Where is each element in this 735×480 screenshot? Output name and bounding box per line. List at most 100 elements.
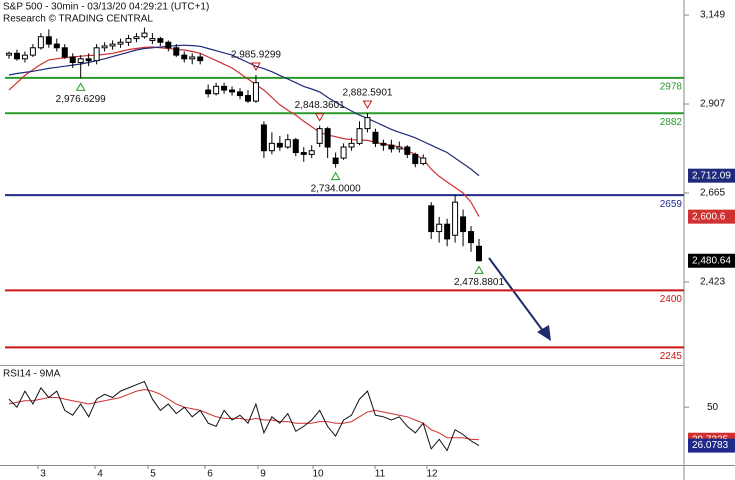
x-tick-label: 10 xyxy=(312,469,324,480)
low-marker xyxy=(474,265,484,274)
candle-body xyxy=(45,36,52,45)
x-tick-label: 4 xyxy=(97,469,103,480)
low-marker xyxy=(330,171,341,181)
last-value-box xyxy=(688,438,735,453)
candle-body xyxy=(93,47,100,62)
candle-body xyxy=(460,216,467,233)
rsi-title: RSI14 - 9MA xyxy=(3,369,61,380)
level-label: 2882 xyxy=(660,117,683,128)
candle-body xyxy=(85,58,92,62)
y-tick-label: 2,907 xyxy=(700,99,725,110)
candle-body xyxy=(396,146,403,150)
forecast-arrow xyxy=(488,257,551,341)
candle-body xyxy=(300,152,307,155)
rsi-y-tick-label: 50 xyxy=(707,402,719,413)
high-marker xyxy=(251,62,261,72)
candle-body xyxy=(284,139,291,148)
candle-body xyxy=(436,223,443,233)
candle-body xyxy=(412,153,419,165)
x-tick-label: 3 xyxy=(40,469,46,480)
candle-body xyxy=(197,56,204,62)
candle-body xyxy=(364,117,371,130)
last-value-box xyxy=(688,168,735,183)
level-label: 2659 xyxy=(660,199,683,210)
candle-body xyxy=(69,56,76,63)
y-tick-label: 3,149 xyxy=(700,10,725,21)
candle-body xyxy=(316,128,323,144)
candle-body xyxy=(149,38,156,41)
x-tick-label: 12 xyxy=(426,469,438,480)
level-label: 2245 xyxy=(660,351,683,362)
candle-body xyxy=(420,157,427,165)
low-marker xyxy=(75,82,86,91)
high-label: 2,882.5901 xyxy=(342,88,392,99)
candle-body xyxy=(141,32,148,38)
low-label: 2,734.0000 xyxy=(311,183,361,194)
x-tick-label: 9 xyxy=(260,469,266,480)
low-label: 2,478.8801 xyxy=(454,277,504,288)
candle-body xyxy=(404,146,411,155)
rsi-line xyxy=(8,380,480,452)
last-value-box xyxy=(688,209,735,224)
candle-body xyxy=(244,95,251,102)
candle-body xyxy=(308,150,315,155)
candle-body xyxy=(452,201,459,236)
candle-body xyxy=(332,157,339,165)
candle-body xyxy=(165,41,172,49)
candle-body xyxy=(29,47,36,56)
candle-body xyxy=(6,52,12,56)
candle-body xyxy=(205,89,212,95)
candle-body xyxy=(117,41,124,45)
chart-title: S&P 500 - 30min - 03/13/20 04:29:21 (UTC… xyxy=(3,2,209,13)
candle-body xyxy=(468,231,475,244)
x-tick-label: 6 xyxy=(207,469,213,480)
candle-body xyxy=(37,36,44,49)
last-value-box xyxy=(688,253,735,268)
candle-body xyxy=(109,43,116,47)
candle-body xyxy=(260,124,267,152)
candle-body xyxy=(372,131,379,144)
candle-body xyxy=(173,47,180,56)
candle-body xyxy=(213,85,220,95)
x-tick-label: 11 xyxy=(375,469,386,480)
last-value-label: 2,480.64 xyxy=(692,255,731,266)
last-value-label: 2,600.6 xyxy=(692,211,726,222)
chart-subtitle: Research © TRADING CENTRAL xyxy=(3,14,153,25)
candle-body xyxy=(380,142,387,146)
moving-average xyxy=(8,44,480,177)
candle-body xyxy=(428,205,435,233)
candle-body xyxy=(189,56,196,60)
low-label: 2,976.6299 xyxy=(56,94,106,105)
candle-body xyxy=(133,36,140,40)
candle-body xyxy=(237,91,244,97)
candle-body xyxy=(101,45,108,49)
high-label: 2,848.3601 xyxy=(295,100,345,111)
candle-body xyxy=(125,38,132,43)
candle-body xyxy=(53,43,60,49)
level-label: 2978 xyxy=(660,82,683,93)
high-label: 2,985.9299 xyxy=(231,50,281,61)
candle-body xyxy=(340,146,347,159)
candle-body xyxy=(181,54,188,60)
y-tick-label: 2,665 xyxy=(700,188,725,199)
high-marker xyxy=(362,100,373,110)
y-tick-label: 2,423 xyxy=(700,277,725,288)
candle-body xyxy=(77,58,84,63)
x-tick-label: 5 xyxy=(150,469,156,480)
candle-body xyxy=(444,223,451,240)
candle-body xyxy=(348,142,355,148)
candle-body xyxy=(13,52,20,60)
candle-body xyxy=(21,54,28,60)
candle-body xyxy=(229,89,236,93)
candle-body xyxy=(388,144,395,150)
candle-body xyxy=(324,128,331,148)
candle-body xyxy=(476,245,482,262)
last-value-label: 26.0783 xyxy=(692,440,729,451)
candle-body xyxy=(292,139,299,154)
candle-body xyxy=(276,142,283,148)
candle-body xyxy=(157,38,164,43)
candle-body xyxy=(356,128,363,144)
candle-body xyxy=(221,85,228,91)
